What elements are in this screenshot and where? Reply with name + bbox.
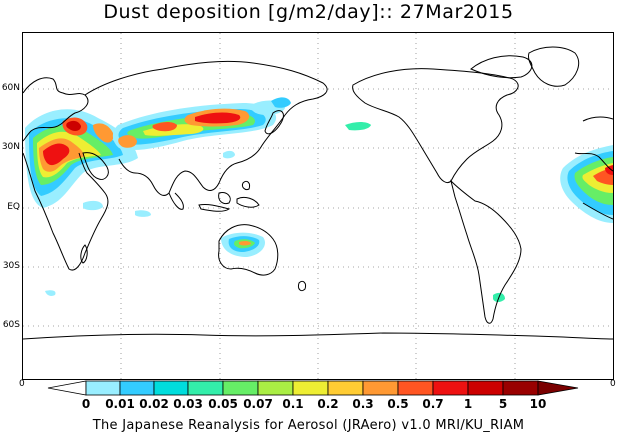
- colorbar-tick-12: 5: [498, 397, 508, 411]
- colorbar-tick-11: 1: [463, 397, 473, 411]
- colorbar-segment: [153, 380, 189, 396]
- colorbar-segment: [502, 380, 539, 396]
- colorbar-tick-3: 0.03: [173, 397, 203, 411]
- colorbar-tick-2: 0.02: [139, 397, 169, 411]
- colorbar-segment-above: [537, 380, 579, 396]
- colorbar-tick-9: 0.5: [387, 397, 409, 411]
- colorbar-segment: [362, 380, 399, 396]
- lat-label-30s: 30S: [2, 261, 20, 271]
- colorbar-right-label: 0: [610, 379, 616, 389]
- colorbar-segment: [467, 380, 504, 396]
- dust-deposition-field: [25, 97, 613, 302]
- colorbar-tick-5: 0.07: [243, 397, 273, 411]
- lat-label-60n: 60N: [1, 83, 20, 93]
- colorbar-segment: [222, 380, 259, 396]
- colorbar-tick-0: 0: [81, 397, 91, 411]
- colorbar-tick-8: 0.3: [352, 397, 374, 411]
- map-canvas: [23, 33, 613, 379]
- colorbar-tick-13: 10: [529, 397, 547, 411]
- credit-line: The Japanese Reanalysis for Aerosol (JRA…: [92, 418, 525, 433]
- colorbar-tick-6: 0.1: [282, 397, 304, 411]
- colorbar-segment: [432, 380, 469, 396]
- colorbar-segment: [257, 380, 294, 396]
- colorbar-left-label: 0: [19, 379, 25, 389]
- lat-label-eq: EQ: [7, 202, 20, 212]
- colorbar-tick-4: 0.05: [208, 397, 238, 411]
- colorbar-segment: [119, 380, 155, 396]
- colorbar-segment-below: [47, 380, 87, 396]
- coastlines: [23, 46, 613, 340]
- world-map: [22, 32, 614, 380]
- colorbar-segment: [327, 380, 364, 396]
- colorbar-segment: [187, 380, 224, 396]
- colorbar-tick-10: 0.7: [422, 397, 444, 411]
- lat-label-60s: 60S: [2, 320, 20, 330]
- colorbar-tick-1: 0.01: [105, 397, 135, 411]
- map-title: Dust deposition [g/m2/day]:: 27Mar2015: [103, 1, 514, 23]
- lat-label-30n: 30N: [1, 142, 20, 152]
- graticule: [23, 33, 613, 379]
- colorbar-segment: [397, 380, 434, 396]
- colorbar-tick-7: 0.2: [317, 397, 339, 411]
- colorbar-segment: [85, 380, 121, 396]
- colorbar-segment: [292, 380, 329, 396]
